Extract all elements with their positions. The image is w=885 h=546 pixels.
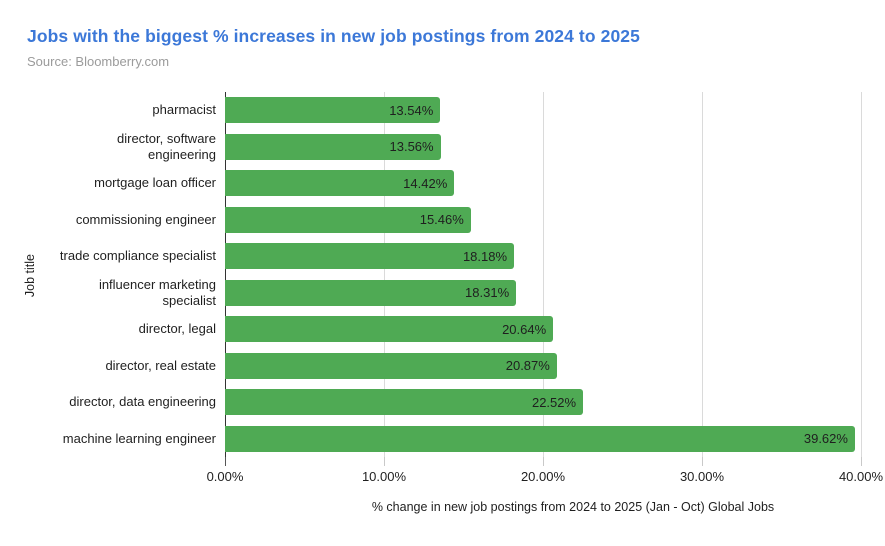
plot-area: pharmacist 13.54% director, software engin… bbox=[30, 92, 883, 514]
x-tick-label: 30.00% bbox=[679, 469, 725, 484]
chart-title: Jobs with the biggest % increases in new… bbox=[27, 26, 640, 46]
x-axis: 0.00% 10.00% 20.00% 30.00% 40.00% bbox=[207, 457, 883, 493]
x-tick-mark bbox=[861, 457, 862, 466]
bar-row: pharmacist 13.54% bbox=[30, 92, 861, 129]
x-axis-title: % change in new job postings from 2024 t… bbox=[371, 500, 775, 514]
bar-track: 15.46% bbox=[225, 202, 861, 239]
gridline bbox=[702, 92, 703, 457]
value-label: 18.18% bbox=[462, 248, 508, 264]
gridline bbox=[384, 92, 385, 457]
bar-row: machine learning engineer 39.62% bbox=[30, 421, 861, 458]
category-label: director, software engineering bbox=[117, 130, 216, 162]
bar: 15.46% bbox=[225, 206, 471, 233]
bar-track: 13.54% bbox=[225, 92, 861, 129]
bar: 14.42% bbox=[225, 170, 455, 197]
category-label: mortgage loan officer bbox=[94, 175, 216, 191]
x-tick-mark bbox=[543, 457, 544, 466]
value-label: 14.42% bbox=[403, 175, 448, 191]
category-label: influencer marketing specialist bbox=[98, 276, 216, 308]
x-tick-label: 40.00% bbox=[838, 469, 884, 484]
bar-plot: pharmacist 13.54% director, software engin… bbox=[30, 92, 862, 457]
bar: 22.52% bbox=[225, 389, 584, 416]
bar-track: 18.18% bbox=[225, 238, 861, 275]
value-label: 39.62% bbox=[803, 431, 848, 447]
value-label: 13.56% bbox=[389, 139, 434, 155]
bar-row: influencer marketing specialist 18.31% bbox=[30, 275, 861, 312]
x-tick-mark bbox=[702, 457, 703, 466]
bar: 18.31% bbox=[225, 279, 517, 306]
bar: 13.56% bbox=[225, 133, 441, 160]
bar: 20.87% bbox=[225, 352, 557, 379]
category-label: pharmacist bbox=[152, 102, 216, 118]
bar: 39.62% bbox=[225, 425, 855, 452]
bar-track: 18.31% bbox=[225, 275, 861, 312]
x-tick-label: 10.00% bbox=[361, 469, 407, 484]
bar-track: 39.62% bbox=[225, 421, 861, 458]
bar-track: 13.56% bbox=[225, 129, 861, 166]
category-label: director, real estate bbox=[105, 357, 216, 373]
category-label: commissioning engineer bbox=[75, 211, 216, 227]
bar: 18.18% bbox=[225, 243, 515, 270]
bar-rows: pharmacist 13.54% director, software engin… bbox=[30, 92, 861, 457]
value-label: 13.54% bbox=[389, 102, 434, 118]
chart-source: Source: Bloomberry.com bbox=[27, 54, 170, 69]
value-label: 20.64% bbox=[502, 321, 547, 337]
x-tick-label: 0.00% bbox=[206, 469, 244, 484]
value-label: 22.52% bbox=[531, 394, 577, 410]
category-label: machine learning engineer bbox=[62, 430, 216, 446]
gridline bbox=[543, 92, 544, 457]
category-label: trade compliance specialist bbox=[59, 248, 216, 264]
bar-row: trade compliance specialist 18.18% bbox=[30, 238, 861, 275]
x-tick-label: 20.00% bbox=[520, 469, 566, 484]
bar-track: 22.52% bbox=[225, 384, 861, 421]
bar-row: director, data engineering 22.52% bbox=[30, 384, 861, 421]
gridlines-layer bbox=[225, 92, 862, 457]
bar: 20.64% bbox=[225, 316, 554, 343]
value-label: 18.31% bbox=[465, 285, 510, 301]
bar-track: 20.64% bbox=[225, 311, 861, 348]
bar-track: 14.42% bbox=[225, 165, 861, 202]
bar-track: 20.87% bbox=[225, 348, 861, 385]
x-tick-mark bbox=[225, 457, 226, 466]
x-tick-mark bbox=[384, 457, 385, 466]
bar: 13.54% bbox=[225, 97, 441, 124]
bar-row: mortgage loan officer 14.42% bbox=[30, 165, 861, 202]
category-label: director, data engineering bbox=[69, 394, 216, 410]
bar-row: director, legal 20.64% bbox=[30, 311, 861, 348]
gridline bbox=[861, 92, 862, 457]
y-axis-line bbox=[225, 92, 226, 457]
category-label: director, legal bbox=[138, 321, 216, 337]
value-label: 20.87% bbox=[505, 358, 550, 374]
bar-row: commissioning engineer 15.46% bbox=[30, 202, 861, 239]
bar-row: director, software engineering 13.56% bbox=[30, 129, 861, 166]
bar-row: director, real estate 20.87% bbox=[30, 348, 861, 385]
value-label: 15.46% bbox=[419, 212, 464, 228]
